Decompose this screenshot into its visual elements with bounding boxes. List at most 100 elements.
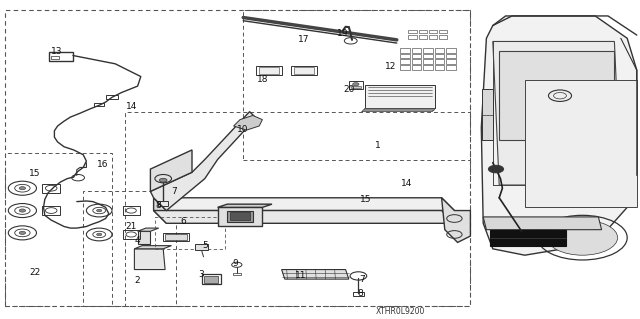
Text: 10: 10: [237, 125, 249, 134]
Polygon shape: [150, 150, 192, 191]
Bar: [423, 59, 433, 64]
Bar: [446, 65, 456, 70]
Bar: [243, 10, 470, 159]
Bar: [439, 30, 447, 33]
Bar: [400, 65, 410, 70]
Text: 13: 13: [51, 47, 62, 56]
Bar: [202, 274, 221, 284]
Polygon shape: [490, 230, 566, 246]
Text: 15: 15: [360, 195, 372, 204]
Bar: [165, 234, 187, 240]
Bar: [259, 67, 279, 74]
Text: 20: 20: [343, 85, 355, 94]
Bar: [446, 48, 456, 53]
Bar: [435, 59, 444, 64]
Bar: [5, 153, 112, 306]
Polygon shape: [364, 108, 435, 110]
Bar: [435, 54, 444, 58]
Circle shape: [19, 209, 26, 212]
Text: 4: 4: [135, 236, 140, 245]
Polygon shape: [138, 231, 150, 244]
Bar: [106, 95, 118, 99]
Bar: [155, 217, 225, 249]
Text: 2: 2: [135, 276, 140, 285]
Polygon shape: [481, 16, 637, 255]
Polygon shape: [282, 270, 349, 279]
Polygon shape: [493, 41, 621, 185]
Polygon shape: [482, 89, 493, 140]
Bar: [429, 30, 437, 33]
Text: 3: 3: [199, 270, 204, 279]
Polygon shape: [218, 207, 262, 226]
Text: 8: 8: [358, 289, 363, 298]
Bar: [435, 65, 444, 70]
Bar: [227, 211, 253, 222]
Text: 9: 9: [233, 259, 238, 268]
Bar: [163, 233, 189, 241]
Text: 8: 8: [156, 201, 161, 210]
Text: 14: 14: [401, 179, 412, 188]
Circle shape: [97, 233, 102, 236]
Text: 6: 6: [181, 217, 186, 226]
Text: 18: 18: [257, 75, 268, 84]
Bar: [158, 201, 168, 206]
Circle shape: [19, 187, 26, 190]
Bar: [446, 59, 456, 64]
Bar: [351, 86, 361, 88]
Bar: [125, 112, 470, 306]
Polygon shape: [150, 112, 256, 211]
Bar: [423, 65, 433, 70]
Text: 7: 7: [359, 275, 364, 284]
Text: 12: 12: [385, 63, 396, 71]
Bar: [423, 48, 433, 53]
Polygon shape: [138, 228, 159, 231]
Text: 1: 1: [375, 141, 380, 150]
Bar: [49, 52, 73, 61]
Text: XTHR0L9200: XTHR0L9200: [375, 307, 425, 315]
Bar: [400, 59, 410, 64]
Bar: [51, 56, 59, 59]
Bar: [412, 48, 421, 53]
Bar: [419, 30, 427, 33]
Polygon shape: [195, 244, 208, 250]
Bar: [412, 59, 421, 64]
Bar: [83, 191, 176, 306]
Bar: [95, 103, 104, 106]
Circle shape: [97, 209, 102, 212]
Bar: [408, 35, 417, 39]
Text: 15: 15: [29, 169, 41, 178]
Bar: [400, 48, 410, 53]
Circle shape: [353, 83, 359, 86]
Text: 5: 5: [202, 241, 207, 250]
Bar: [423, 54, 433, 58]
Polygon shape: [362, 110, 434, 112]
Polygon shape: [218, 204, 272, 207]
Circle shape: [488, 165, 504, 173]
Bar: [123, 230, 140, 239]
Text: 21: 21: [125, 222, 137, 231]
Bar: [412, 54, 421, 58]
Circle shape: [547, 220, 618, 255]
Polygon shape: [499, 51, 614, 140]
Polygon shape: [234, 115, 262, 130]
Bar: [400, 54, 410, 58]
Bar: [230, 212, 250, 220]
Bar: [412, 65, 421, 70]
Text: 11: 11: [295, 271, 307, 280]
Bar: [353, 292, 364, 296]
Bar: [256, 66, 282, 75]
Polygon shape: [154, 198, 166, 223]
Text: 17: 17: [298, 35, 310, 44]
Text: 22: 22: [29, 268, 41, 277]
Polygon shape: [134, 249, 165, 270]
Bar: [435, 48, 444, 53]
Circle shape: [159, 178, 167, 182]
Polygon shape: [154, 211, 454, 223]
Bar: [291, 66, 317, 75]
Text: 19: 19: [337, 29, 348, 38]
Bar: [42, 184, 60, 193]
Bar: [429, 35, 437, 39]
Bar: [446, 54, 456, 58]
Bar: [419, 35, 427, 39]
Text: 16: 16: [97, 160, 108, 169]
